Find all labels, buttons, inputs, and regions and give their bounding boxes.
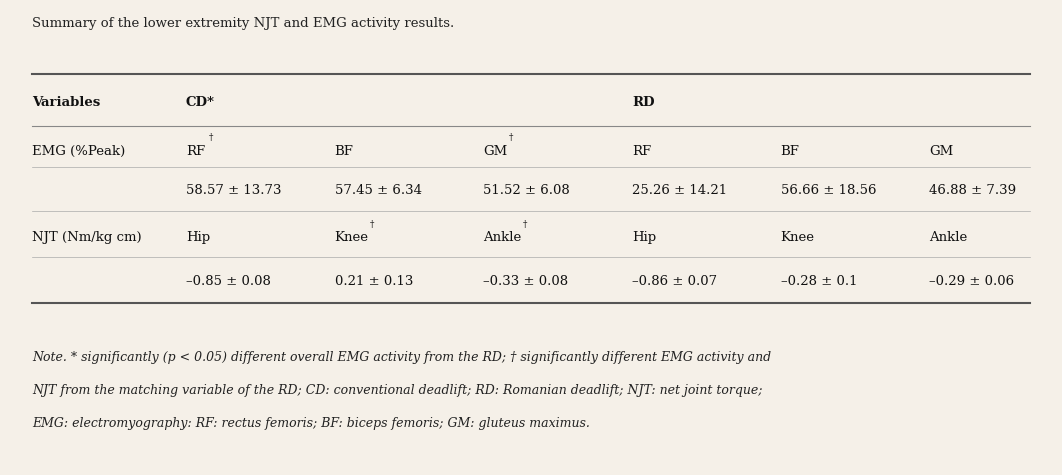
Text: †: † — [509, 133, 513, 142]
Text: NJT (Nm/kg cm): NJT (Nm/kg cm) — [32, 231, 141, 244]
Text: GM: GM — [483, 144, 508, 158]
Text: 46.88 ± 7.39: 46.88 ± 7.39 — [929, 183, 1016, 197]
Text: †: † — [370, 220, 374, 228]
Text: –0.85 ± 0.08: –0.85 ± 0.08 — [186, 275, 271, 288]
Text: Note. * significantly (p < 0.05) different overall EMG activity from the RD; † s: Note. * significantly (p < 0.05) differe… — [32, 351, 771, 364]
Text: NJT from the matching variable of the RD; CD: conventional deadlift; RD: Romania: NJT from the matching variable of the RD… — [32, 384, 763, 397]
Text: †: † — [209, 133, 213, 142]
Text: Summary of the lower extremity NJT and EMG activity results.: Summary of the lower extremity NJT and E… — [32, 17, 455, 29]
Text: Knee: Knee — [335, 231, 369, 244]
Text: EMG (%Peak): EMG (%Peak) — [32, 144, 125, 158]
Text: RD: RD — [632, 95, 654, 109]
Text: –0.86 ± 0.07: –0.86 ± 0.07 — [632, 275, 717, 288]
Text: –0.29 ± 0.06: –0.29 ± 0.06 — [929, 275, 1014, 288]
Text: RF: RF — [186, 144, 205, 158]
Text: EMG: electromyography: RF: rectus femoris; BF: biceps femoris; GM: gluteus maxim: EMG: electromyography: RF: rectus femori… — [32, 417, 589, 430]
Text: 57.45 ± 6.34: 57.45 ± 6.34 — [335, 183, 422, 197]
Text: Variables: Variables — [32, 95, 100, 109]
Text: 51.52 ± 6.08: 51.52 ± 6.08 — [483, 183, 570, 197]
Text: –0.28 ± 0.1: –0.28 ± 0.1 — [781, 275, 857, 288]
Text: †: † — [523, 220, 527, 228]
Text: CD*: CD* — [186, 95, 215, 109]
Text: GM: GM — [929, 144, 954, 158]
Text: RF: RF — [632, 144, 651, 158]
Text: –0.33 ± 0.08: –0.33 ± 0.08 — [483, 275, 568, 288]
Text: Ankle: Ankle — [483, 231, 521, 244]
Text: Knee: Knee — [781, 231, 815, 244]
Text: 25.26 ± 14.21: 25.26 ± 14.21 — [632, 183, 727, 197]
Text: Hip: Hip — [186, 231, 210, 244]
Text: Hip: Hip — [632, 231, 656, 244]
Text: BF: BF — [335, 144, 354, 158]
Text: 56.66 ± 18.56: 56.66 ± 18.56 — [781, 183, 876, 197]
Text: 0.21 ± 0.13: 0.21 ± 0.13 — [335, 275, 413, 288]
Text: Ankle: Ankle — [929, 231, 967, 244]
Text: 58.57 ± 13.73: 58.57 ± 13.73 — [186, 183, 281, 197]
Text: BF: BF — [781, 144, 800, 158]
